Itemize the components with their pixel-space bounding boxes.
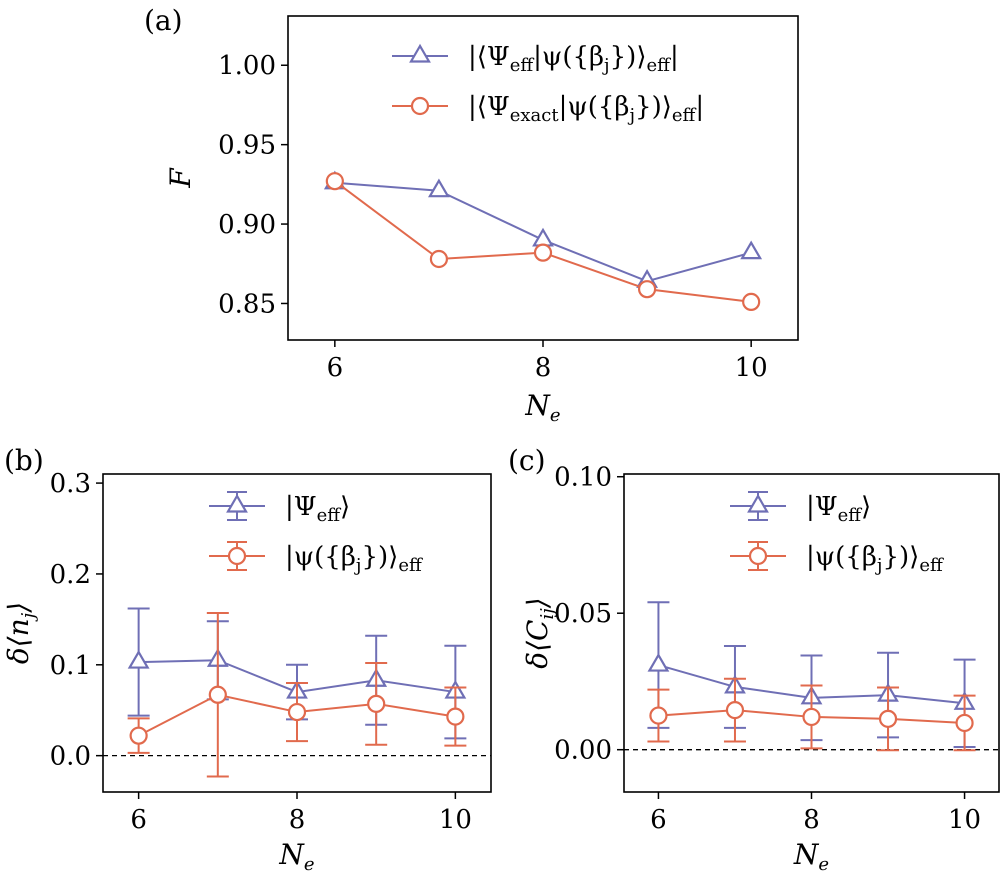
y-tick-label: 0.90 xyxy=(218,210,276,240)
series-1 xyxy=(325,172,761,311)
x-tick-label: 6 xyxy=(130,805,147,835)
y-tick-label: 0.05 xyxy=(554,599,612,629)
data-point-circle xyxy=(725,701,745,720)
series-1 xyxy=(127,612,467,778)
data-point-triangle xyxy=(740,240,763,260)
legend: |Ψeff​⟩ |ψ({βj​})⟩eff​ xyxy=(730,491,944,576)
legend-marker-circle xyxy=(748,546,768,566)
legend-label: |ψ({βj​})⟩eff​ xyxy=(806,542,944,576)
data-point-circle xyxy=(878,709,898,728)
y-tick-label: 0.2 xyxy=(50,560,91,590)
y-tick-label: 0.3 xyxy=(50,469,91,499)
legend-label: |ψ({βj​})⟩eff​ xyxy=(285,542,423,576)
data-point-circle xyxy=(446,707,465,726)
panel-label: (b) xyxy=(4,444,44,477)
legend: |Ψeff​⟩ |ψ({βj​})⟩eff​ xyxy=(209,491,423,576)
data-point-circle xyxy=(802,707,821,727)
x-axis-label: Ne​ xyxy=(793,838,829,874)
data-point-circle xyxy=(742,292,761,311)
legend-marker-circle xyxy=(227,546,247,566)
x-tick-label: 10 xyxy=(948,805,981,835)
x-tick-label: 8 xyxy=(535,353,552,383)
legend-label: |Ψeff​⟩ xyxy=(806,492,871,526)
x-tick-label: 8 xyxy=(803,805,820,835)
x-tick-label: 6 xyxy=(650,805,667,835)
legend: |⟨Ψeff​|ψ({βj​})⟩eff​| |⟨Ψexact​|ψ({βj​})… xyxy=(392,42,704,126)
legend-marker-triangle xyxy=(747,493,769,513)
legend-label: |⟨Ψeff​|ψ({βj​})⟩eff​| xyxy=(468,42,679,76)
data-point-circle xyxy=(367,694,386,713)
x-tick-label: 6 xyxy=(327,353,344,383)
legend-marker-circle xyxy=(410,96,430,116)
legend-label: |⟨Ψexact​|ψ({βj​})⟩eff​| xyxy=(468,92,704,126)
y-axis-label: δ⟨nj​⟩ xyxy=(2,602,39,664)
y-tick-label: 0.85 xyxy=(218,289,276,319)
data-point-triangle xyxy=(127,649,150,669)
x-tick-label: 10 xyxy=(439,805,472,835)
series-1 xyxy=(647,677,976,752)
panel-label: (c) xyxy=(508,444,546,477)
data-point-circle xyxy=(649,706,668,725)
panel-b: (b) 6 8 10 0.0 0.1 0.2 0.3 Ne​ δ⟨nj​⟩ |Ψeff​⟩ |ψ({β… xyxy=(2,444,492,874)
legend-label: |Ψeff​⟩ xyxy=(285,492,350,526)
y-tick-label: 0.1 xyxy=(50,651,91,681)
x-tick-label: 8 xyxy=(289,805,306,835)
data-point-triangle xyxy=(647,652,670,672)
data-point-circle xyxy=(208,685,227,704)
data-point-circle xyxy=(287,702,307,722)
x-tick-label: 10 xyxy=(735,353,768,383)
y-axis-label: F xyxy=(164,167,197,189)
y-tick-label: 0.95 xyxy=(218,131,276,161)
data-point-circle xyxy=(533,243,553,262)
legend-marker-triangle xyxy=(409,43,431,63)
x-axis-label: Ne​ xyxy=(524,389,560,426)
data-point-circle xyxy=(325,172,344,191)
y-tick-label: 0.0 xyxy=(50,742,91,772)
x-axis-label: Ne​ xyxy=(278,838,314,874)
series-0 xyxy=(323,170,763,288)
y-tick-label: 1.00 xyxy=(218,51,276,81)
data-point-circle xyxy=(955,713,974,733)
data-point-circle xyxy=(429,249,449,269)
y-axis-label: δ⟨Cij​⟩ xyxy=(521,597,558,669)
legend-marker-triangle xyxy=(226,493,248,513)
panel-label: (a) xyxy=(144,4,183,37)
y-tick-label: 0.00 xyxy=(554,736,612,766)
panel-a: (a) 6 8 10 0.85 0.90 0.95 1.00 Ne​ F |⟨Ψeff​|ψ({βj… xyxy=(144,4,799,426)
panel-c: (c) 6 8 10 0.00 0.05 0.10 Ne​ δ⟨Cij​⟩ |Ψeff​⟩ |ψ({… xyxy=(508,444,1000,874)
data-point-circle xyxy=(129,726,148,745)
data-point-triangle xyxy=(428,178,450,198)
data-point-circle xyxy=(637,280,657,299)
y-tick-label: 0.10 xyxy=(554,463,612,493)
